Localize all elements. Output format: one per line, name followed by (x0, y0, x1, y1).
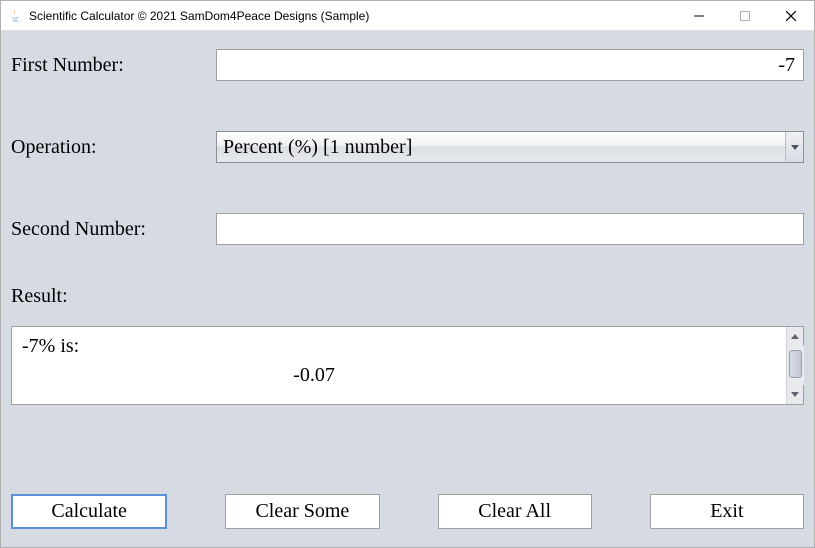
second-number-label: Second Number: (11, 218, 216, 241)
second-number-input[interactable] (216, 213, 804, 245)
titlebar: Scientific Calculator © 2021 SamDom4Peac… (1, 1, 814, 31)
second-number-row: Second Number: (11, 213, 804, 245)
first-number-row: First Number: (11, 49, 804, 81)
operation-select-wrap: Percent (%) [1 number] (216, 131, 804, 163)
first-number-label: First Number: (11, 54, 216, 77)
minimize-button[interactable] (676, 1, 722, 30)
operation-selected-value: Percent (%) [1 number] (223, 136, 412, 159)
vertical-scrollbar[interactable] (786, 327, 803, 404)
scroll-up-icon[interactable] (788, 329, 803, 344)
operation-label: Operation: (11, 136, 216, 159)
result-text[interactable]: -7% is: -0.07 (12, 327, 786, 404)
window-title: Scientific Calculator © 2021 SamDom4Peac… (29, 9, 676, 23)
scroll-track[interactable] (787, 346, 804, 385)
first-number-input[interactable] (216, 49, 804, 81)
content-panel: First Number: Operation: Percent (%) [1 … (1, 31, 814, 547)
java-app-icon (7, 8, 23, 24)
operation-select[interactable]: Percent (%) [1 number] (216, 131, 804, 163)
clear-some-button[interactable]: Clear Some (225, 494, 379, 529)
close-button[interactable] (768, 1, 814, 30)
maximize-button[interactable] (722, 1, 768, 30)
window-controls (676, 1, 814, 30)
result-line-1: -7% is: (22, 335, 776, 358)
scroll-thumb[interactable] (789, 350, 802, 378)
result-area: -7% is: -0.07 (11, 326, 804, 405)
calculate-button[interactable]: Calculate (11, 494, 167, 529)
exit-button[interactable]: Exit (650, 494, 804, 529)
button-row: Calculate Clear Some Clear All Exit (11, 494, 804, 529)
result-line-2: -0.07 (22, 364, 776, 387)
operation-row: Operation: Percent (%) [1 number] (11, 131, 804, 163)
scroll-down-icon[interactable] (788, 387, 803, 402)
clear-all-button[interactable]: Clear All (438, 494, 592, 529)
result-label: Result: (11, 285, 804, 308)
